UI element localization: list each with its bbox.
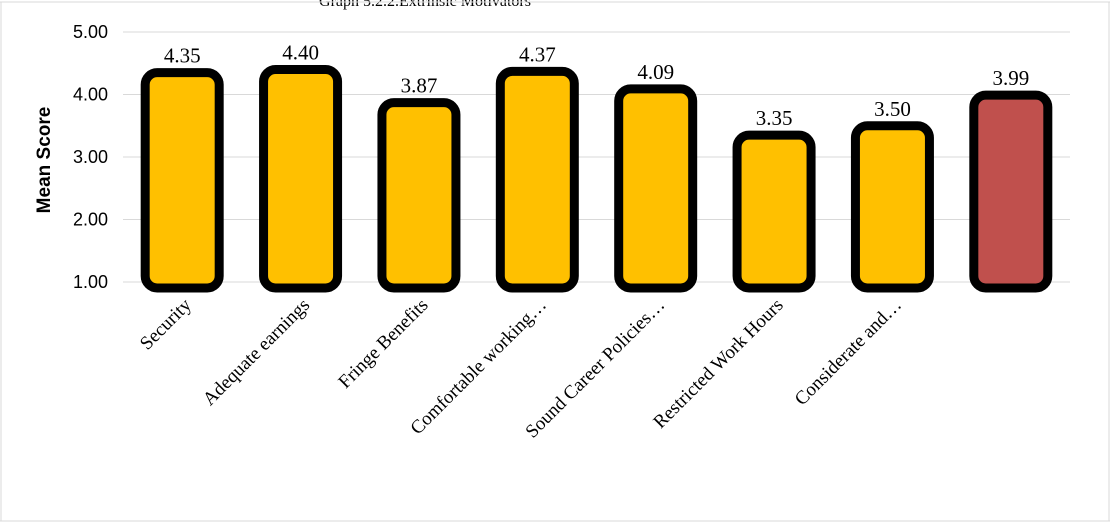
bar bbox=[614, 84, 698, 293]
y-tick-label: 1.00 bbox=[73, 272, 108, 292]
bar bbox=[969, 90, 1053, 293]
data-label: 3.35 bbox=[756, 106, 793, 130]
data-label: 4.37 bbox=[519, 42, 556, 66]
data-label: 3.50 bbox=[874, 97, 911, 121]
category-label: Comfortable working… bbox=[407, 295, 551, 439]
data-label: 3.87 bbox=[401, 74, 438, 98]
bar bbox=[377, 98, 461, 293]
category-label: Adequate earnings bbox=[199, 295, 314, 410]
data-label: 4.35 bbox=[164, 44, 201, 68]
bar bbox=[495, 66, 579, 293]
data-label: 3.99 bbox=[992, 66, 1029, 90]
y-tick-label: 3.00 bbox=[73, 147, 108, 167]
y-axis-title: Mean Score bbox=[34, 107, 55, 214]
bar bbox=[732, 130, 816, 293]
bar-layer bbox=[140, 65, 1053, 293]
category-label: Restricted Work Hours bbox=[649, 295, 787, 433]
y-tick-label: 2.00 bbox=[73, 210, 108, 230]
category-label: Security bbox=[136, 294, 196, 354]
category-label: Considerate and… bbox=[791, 295, 906, 410]
chart-title: Graph 5.2.2.Extrinsic Motivators bbox=[319, 0, 531, 10]
bar bbox=[140, 68, 224, 293]
category-label: Fringe Benefits bbox=[334, 295, 432, 393]
category-label: Sound Career Policies… bbox=[522, 295, 670, 443]
data-label: 4.40 bbox=[282, 41, 319, 65]
y-tick-label: 4.00 bbox=[73, 85, 108, 105]
bar bbox=[850, 121, 934, 293]
bar bbox=[259, 65, 343, 293]
data-label: 4.09 bbox=[637, 60, 674, 84]
y-tick-label: 5.00 bbox=[73, 22, 108, 42]
